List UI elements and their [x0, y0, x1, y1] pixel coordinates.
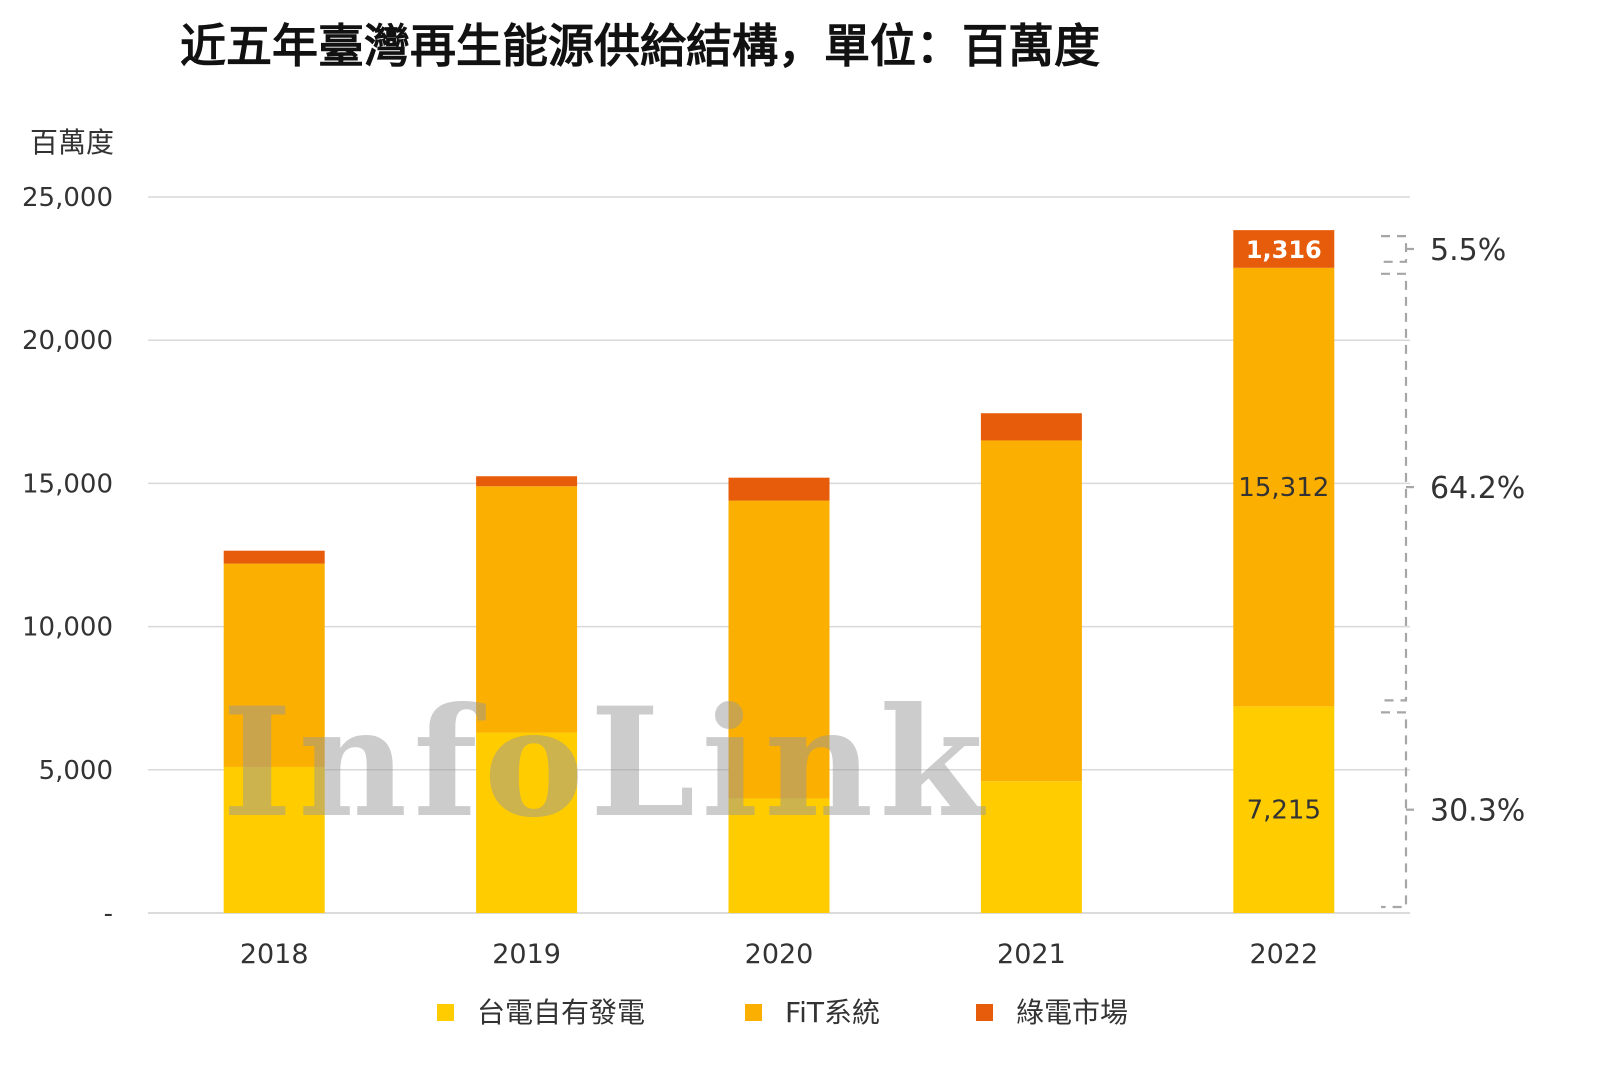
legend-label: 綠電市場: [1016, 996, 1128, 1029]
y-axis-unit-label: 百萬度: [30, 126, 114, 159]
bar-segment: [476, 486, 578, 733]
x-tick-label: 2018: [240, 939, 309, 970]
bar-segment: [476, 476, 578, 487]
legend-label: 台電自有發電: [477, 996, 645, 1029]
legend-swatch: [437, 1004, 454, 1021]
bar-segment: [223, 550, 325, 564]
bar-segment: [223, 766, 325, 913]
y-tick-label: 20,000: [22, 326, 113, 356]
x-tick-label: 2019: [492, 939, 561, 970]
y-axis-ticks: - 5,000 10,000 15,000 20,000 25,000: [22, 183, 113, 929]
watermark-text: InfoLink: [222, 675, 989, 851]
y-tick-label: 5,000: [39, 756, 113, 786]
x-axis-ticks: 2018 2019 2020 2021 2022: [240, 939, 1318, 970]
legend-label: FiT系統: [785, 996, 880, 1029]
legend-swatch: [745, 1004, 762, 1021]
data-label: 15,312: [1238, 473, 1329, 503]
data-labels: 7,215 15,312 1,316: [1238, 236, 1329, 826]
bar-segment: [728, 798, 830, 913]
legend-swatch: [976, 1004, 993, 1021]
share-brackets: 5.5% 64.2% 30.3%: [1381, 233, 1525, 909]
bar-segment: [728, 477, 830, 501]
x-tick-label: 2020: [745, 939, 814, 970]
share-bracket: [1381, 235, 1408, 263]
y-tick-label: 15,000: [22, 469, 113, 499]
chart-title: 近五年臺灣再生能源供給結構，單位：百萬度: [180, 19, 1100, 73]
share-bracket: [1381, 711, 1408, 909]
y-tick-label: 25,000: [22, 183, 113, 213]
x-tick-label: 2021: [997, 939, 1066, 970]
bar-segment: [1233, 706, 1335, 913]
data-label: 7,215: [1247, 796, 1321, 826]
y-tick-label: -: [104, 899, 113, 929]
bar-segment: [980, 440, 1082, 782]
bars: [223, 230, 1335, 913]
bar-segment: [1233, 230, 1335, 268]
legend: 台電自有發電 FiT系統 綠電市場: [437, 996, 1128, 1029]
bar-segment: [980, 781, 1082, 913]
share-percentage-label: 30.3%: [1430, 794, 1525, 829]
bar-segment: [223, 563, 325, 767]
bar-segment: [476, 732, 578, 913]
share-percentage-label: 64.2%: [1430, 471, 1525, 506]
share-percentage-label: 5.5%: [1430, 233, 1506, 268]
x-tick-label: 2022: [1249, 939, 1318, 970]
share-bracket: [1381, 272, 1408, 702]
bar-segment: [980, 413, 1082, 441]
y-tick-label: 10,000: [22, 613, 113, 643]
data-label: 1,316: [1246, 236, 1322, 264]
bar-segment: [728, 500, 830, 799]
bar-segment: [1233, 267, 1335, 707]
